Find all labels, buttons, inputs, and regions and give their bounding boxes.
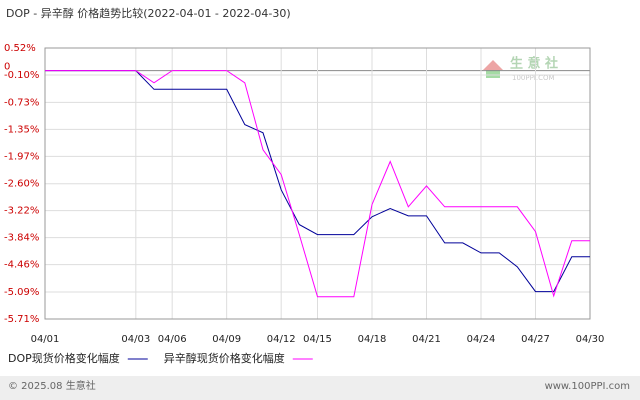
- x-tick-label: 04/30: [576, 334, 605, 345]
- x-tick-label: 04/09: [212, 334, 241, 345]
- y-tick-label: -2.60%: [4, 179, 39, 190]
- y-tick-label: -1.97%: [4, 151, 39, 162]
- x-tick-label: 04/12: [267, 334, 296, 345]
- legend: DOP现货价格变化幅度 异辛醇现货价格变化幅度: [8, 351, 313, 365]
- x-tick-label: 04/27: [521, 334, 550, 345]
- y-tick-label: 0.52%: [4, 43, 36, 54]
- series-line: [45, 70, 590, 298]
- x-tick-label: 04/01: [31, 334, 60, 345]
- y-tick-label: -5.09%: [4, 287, 39, 298]
- zero-label: 0: [4, 62, 10, 73]
- y-tick-label: -0.73%: [4, 97, 39, 108]
- y-tick-label: -3.22%: [4, 206, 39, 217]
- y-tick-label: -4.46%: [4, 260, 39, 271]
- watermark: 生 意 社 100PPI.COM: [483, 56, 558, 82]
- x-tick-label: 04/03: [121, 334, 150, 345]
- footer-copyright: © 2025.08 生意社: [8, 379, 96, 392]
- x-tick-label: 04/24: [467, 334, 496, 345]
- y-tick-label: -1.35%: [4, 124, 39, 135]
- chart-title: DOP - 异辛醇 价格趋势比较(2022-04-01 - 2022-04-30…: [6, 6, 291, 20]
- footer-bar: [0, 376, 640, 400]
- y-tick-label: -5.71%: [4, 314, 39, 325]
- plot-frame: [44, 47, 591, 320]
- watermark-site: 100PPI.COM: [512, 74, 555, 82]
- y-tick-label: -0.10%: [4, 70, 39, 81]
- footer-site: www.100PPI.com: [545, 381, 630, 392]
- legend-label: DOP现货价格变化幅度: [8, 351, 120, 365]
- x-tick-label: 04/18: [358, 334, 387, 345]
- y-tick-label: -3.84%: [4, 233, 39, 244]
- x-tick-label: 04/21: [412, 334, 441, 345]
- watermark-name: 生 意 社: [510, 56, 558, 72]
- x-tick-label: 04/06: [158, 334, 187, 345]
- x-tick-label: 04/15: [303, 334, 332, 345]
- legend-label: 异辛醇现货价格变化幅度: [164, 351, 285, 365]
